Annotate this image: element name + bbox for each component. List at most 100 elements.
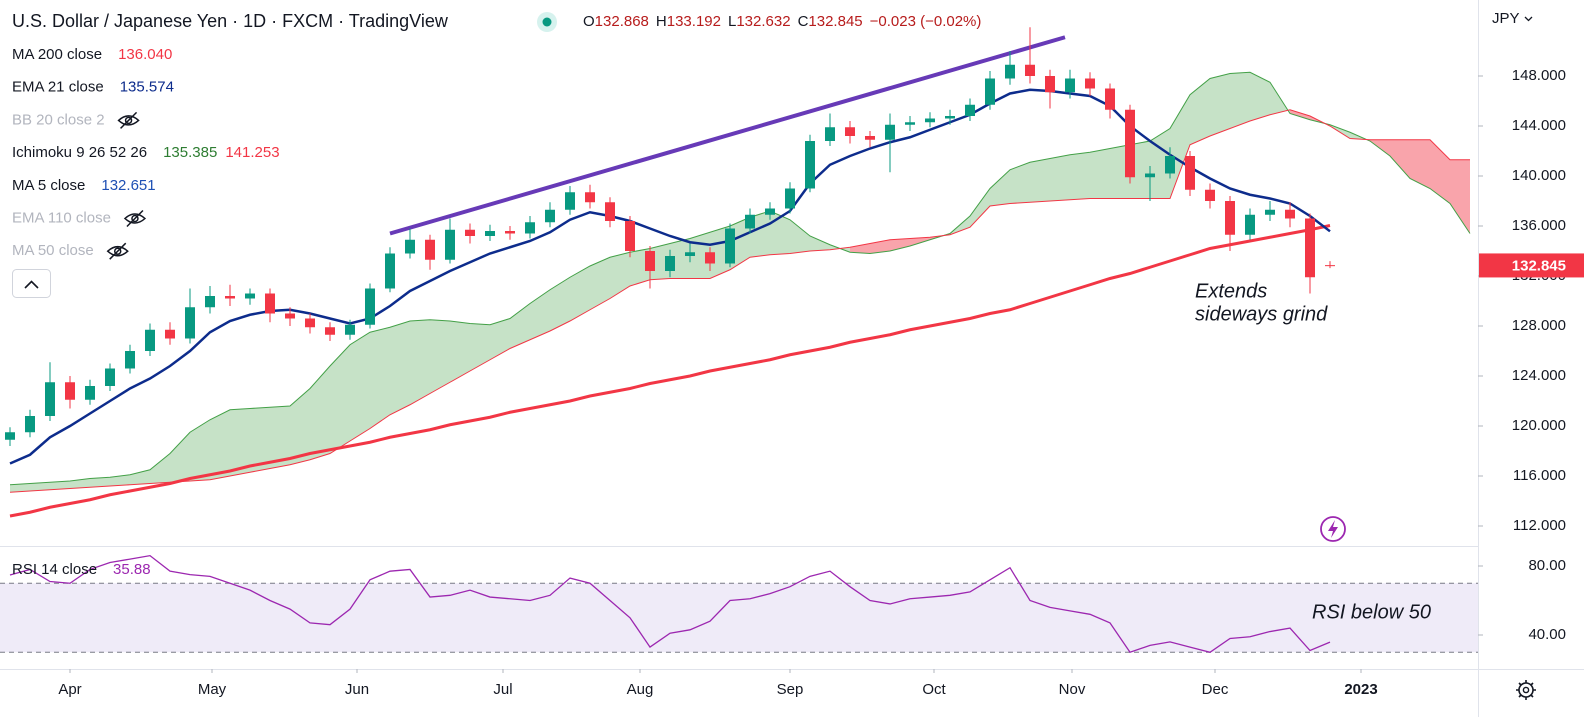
x-tick-label: Nov	[1059, 681, 1086, 698]
candle-body	[105, 368, 115, 386]
alert-icon[interactable]	[1320, 516, 1346, 542]
cloud-segment	[530, 289, 550, 340]
market-status	[537, 12, 557, 32]
candle-body	[545, 209, 555, 223]
rsi-line	[9, 554, 1331, 654]
candle-body	[1065, 78, 1075, 93]
collapse-legend-button[interactable]	[12, 269, 51, 298]
eye-pupil	[124, 116, 133, 125]
cloud-segment	[390, 321, 410, 415]
cloud-segment	[230, 408, 250, 476]
x-tick-label: Sep	[777, 681, 804, 698]
x-tick-label: Jul	[493, 681, 512, 698]
candle-body	[325, 327, 335, 335]
candle-body	[565, 192, 575, 210]
cloud-segment	[150, 453, 170, 484]
candle-body	[505, 231, 515, 234]
cloud-segment	[1450, 159, 1470, 234]
eye-slash	[109, 242, 127, 260]
currency-label[interactable]: JPY	[1492, 10, 1520, 27]
legend-label: Ichimoku 9 26 52 26	[12, 144, 147, 161]
x-tick-label: Oct	[922, 681, 946, 698]
candle-body	[585, 192, 595, 203]
y-tick-label: 80.00	[1528, 557, 1566, 574]
annotation: RSI below 50	[1312, 601, 1431, 623]
visibility-toggle[interactable]	[106, 242, 129, 260]
cloud-span-a	[9, 71, 1471, 486]
annotation: sideways grind	[1195, 303, 1328, 325]
ohlc-readout: O132.868 H133.192 L132.632 C132.845 −0.023 (…	[583, 13, 981, 30]
cloud-segment	[10, 483, 30, 493]
cloud-segment	[1070, 152, 1090, 200]
candle-body	[1305, 218, 1315, 278]
cloud-segment	[490, 318, 510, 360]
cloud-segment	[330, 344, 350, 454]
ohlc-value: 133.192	[667, 13, 721, 30]
cloud-segment	[30, 482, 50, 491]
cloud-segment	[170, 432, 190, 483]
candle-body	[1085, 78, 1095, 89]
cloud-segment	[1230, 72, 1250, 129]
candle-body	[1245, 214, 1255, 235]
legend-label: MA 5 close	[12, 177, 85, 194]
candle-body	[845, 127, 855, 136]
candle-body	[425, 239, 435, 260]
cloud-segment	[1050, 154, 1070, 201]
x-tick-label: Aug	[627, 681, 654, 698]
cloud-segment	[610, 252, 630, 299]
currency-chevron	[1524, 16, 1533, 22]
cloud-segment	[1250, 72, 1270, 121]
legend-value: 35.88	[113, 561, 151, 578]
cloud-segment	[810, 236, 830, 251]
y-tick-label: 136.000	[1512, 217, 1566, 234]
cloud-segment	[250, 407, 270, 473]
visibility-toggle[interactable]	[117, 111, 140, 129]
candle-body	[925, 118, 935, 123]
x-tick-label: Apr	[58, 681, 81, 698]
x-tick-label: Dec	[1202, 681, 1229, 698]
cloud-segment	[870, 239, 890, 254]
candle-body	[145, 329, 155, 351]
cloud-segment	[350, 332, 370, 441]
y-tick-label: 144.000	[1512, 117, 1566, 134]
cloud-segment	[270, 406, 290, 469]
cloud-segment	[110, 474, 130, 486]
candle-body	[485, 231, 495, 236]
cloud-segment	[370, 327, 390, 429]
candle-body	[125, 351, 135, 369]
candle-body	[285, 313, 295, 319]
cloud-segment	[1010, 162, 1030, 204]
candle-body	[1125, 109, 1135, 178]
candle-body	[85, 386, 95, 400]
cloud-segment	[290, 388, 310, 465]
candle-body	[345, 324, 355, 335]
candle-body	[765, 208, 775, 215]
cloud-segment	[1290, 109, 1310, 120]
y-tick-label: 112.000	[1513, 517, 1566, 534]
candle-body	[265, 293, 275, 314]
cloud-segment	[1150, 128, 1170, 199]
legend-label: MA 200 close	[12, 46, 102, 63]
candle-body	[185, 307, 195, 339]
candle-body	[385, 253, 395, 289]
settings-icon[interactable]	[1516, 680, 1536, 700]
candle-body	[1145, 173, 1155, 178]
candle-body	[25, 416, 35, 433]
candle-body	[465, 229, 475, 236]
trendline	[389, 35, 1066, 236]
candle-body	[245, 293, 255, 299]
cloud-segment	[910, 237, 930, 246]
cloud-segment	[210, 409, 230, 480]
candle-body	[65, 382, 75, 400]
cloud-segment	[990, 169, 1010, 206]
candle-body	[205, 296, 215, 308]
candle-body	[885, 124, 895, 140]
candle-body	[405, 239, 415, 254]
cloud-segment	[1190, 78, 1210, 145]
cloud-segment	[1430, 139, 1450, 204]
visibility-toggle[interactable]	[123, 209, 147, 228]
candle-body	[605, 202, 615, 221]
cloud-segment	[470, 323, 490, 371]
eye-pupil	[113, 247, 122, 255]
candle-body	[1165, 156, 1175, 174]
